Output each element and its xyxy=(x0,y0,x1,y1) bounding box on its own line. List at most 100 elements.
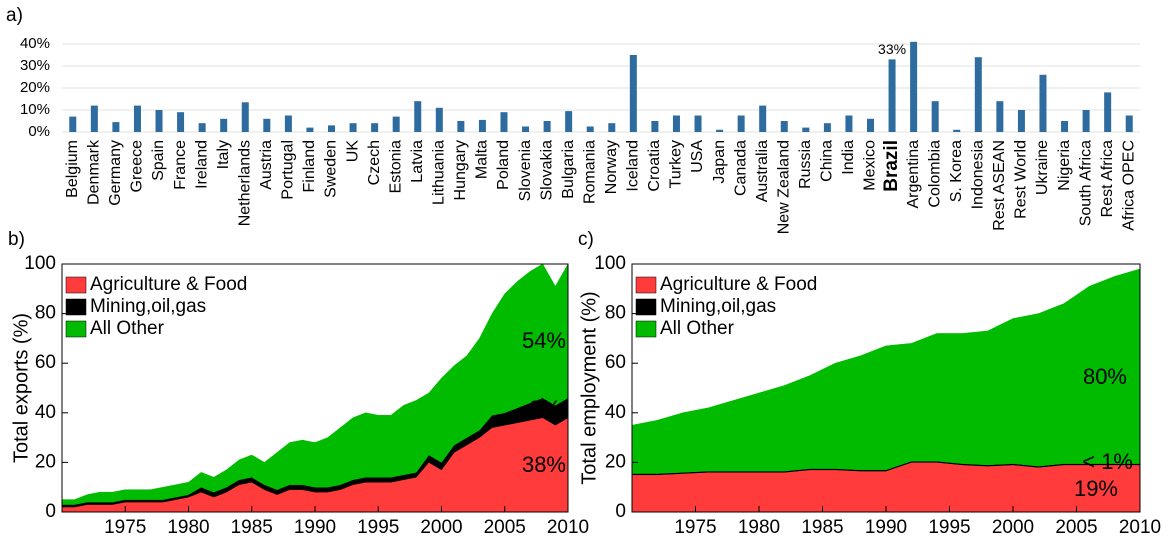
bar xyxy=(112,122,120,132)
annotation: 19% xyxy=(1074,476,1118,501)
x-tick-label: Croatia xyxy=(646,140,663,192)
x-tick-label: Estonia xyxy=(387,140,404,193)
y-tick-label: 100 xyxy=(594,253,626,274)
x-tick-label: Hungary xyxy=(452,140,469,200)
bar xyxy=(69,116,77,132)
y-tick-label: 0 xyxy=(45,501,56,522)
panel-label: b) xyxy=(8,229,25,250)
x-tick-label: Germany xyxy=(107,140,124,206)
bar xyxy=(306,127,314,132)
x-tick-label: Australia xyxy=(754,140,771,202)
bar xyxy=(565,111,573,132)
x-tick-label: Canada xyxy=(732,140,749,196)
y-tick-label: 60 xyxy=(35,352,56,373)
bar xyxy=(500,112,508,132)
bar xyxy=(1039,74,1047,132)
annotation: 54% xyxy=(522,328,566,353)
y-tick-label: 100 xyxy=(24,253,56,274)
annotation: 38% xyxy=(522,452,566,477)
bar xyxy=(478,119,486,132)
area xyxy=(62,264,568,505)
x-tick-label: 1975 xyxy=(674,517,716,537)
x-tick-label: Czech xyxy=(366,140,383,185)
bar xyxy=(737,115,745,132)
x-tick-label: Malta xyxy=(474,140,491,179)
x-tick-label: Indonesia xyxy=(970,140,987,209)
x-tick-label: 1985 xyxy=(231,517,273,537)
x-tick-label: Russia xyxy=(797,140,814,189)
y-tick-label: 0 xyxy=(615,501,626,522)
x-tick-label: Portugal xyxy=(280,140,297,200)
bar xyxy=(263,118,271,132)
x-tick-label: Mexico xyxy=(862,140,879,191)
y-tick-label: 10% xyxy=(20,101,50,118)
bar xyxy=(586,126,594,132)
y-tick-label: 20 xyxy=(35,451,56,472)
x-tick-label: S. Korea xyxy=(948,140,965,202)
bar xyxy=(867,118,874,132)
x-tick-label: Denmark xyxy=(86,139,103,205)
bar xyxy=(651,121,659,132)
x-tick-label: New Zealand xyxy=(775,140,792,234)
x-tick-label: Romania xyxy=(581,140,598,204)
bar xyxy=(349,123,357,132)
bar xyxy=(1082,110,1090,132)
bar xyxy=(629,55,637,132)
x-tick-label: Turkey xyxy=(668,140,685,188)
y-tick-label: 20% xyxy=(20,79,50,96)
x-tick-label: India xyxy=(840,140,857,175)
legend-label: Mining,oil,gas xyxy=(90,296,206,317)
x-tick-label: Brazil xyxy=(881,140,902,192)
y-tick-label: 40 xyxy=(35,402,56,423)
bar xyxy=(759,105,767,132)
bar xyxy=(953,129,961,132)
x-tick-label: South Africa xyxy=(1077,140,1094,226)
legend-swatch xyxy=(65,298,87,316)
x-tick-label: Finland xyxy=(301,140,318,192)
bar xyxy=(90,105,98,132)
x-tick-label: Ireland xyxy=(193,140,210,189)
x-tick-label: Nigeria xyxy=(1056,140,1073,191)
x-tick-label: Poland xyxy=(495,140,512,190)
bar xyxy=(1125,115,1133,132)
x-tick-label: Greece xyxy=(129,140,146,193)
x-tick-label: Rest Africa xyxy=(1099,140,1116,217)
y-tick-label: 80 xyxy=(605,303,626,324)
x-tick-label: Slovakia xyxy=(538,140,555,201)
x-tick-label: 1985 xyxy=(801,517,843,537)
bar xyxy=(845,115,853,132)
annotation: 33% xyxy=(878,41,906,57)
bar xyxy=(608,123,616,132)
plot-area xyxy=(62,264,568,512)
x-tick-label: China xyxy=(819,140,836,182)
bar xyxy=(888,59,896,132)
bar xyxy=(414,101,422,132)
x-tick-label: Belgium xyxy=(64,140,81,198)
bar xyxy=(672,115,680,132)
x-tick-label: Africa OPEC xyxy=(1120,140,1137,231)
legend-swatch xyxy=(635,320,657,338)
bar xyxy=(823,123,831,132)
bar xyxy=(974,57,982,133)
x-tick-label: Rest ASEAN xyxy=(991,140,1008,231)
y-axis-label: Total exports (%) xyxy=(10,313,32,463)
x-tick-label: 1995 xyxy=(928,517,970,537)
legend-swatch xyxy=(635,276,657,294)
x-tick-label: 2010 xyxy=(1119,517,1161,537)
bar xyxy=(1104,92,1112,132)
x-tick-label: 1990 xyxy=(865,517,907,537)
bar xyxy=(133,105,141,132)
legend-label: Agriculture & Food xyxy=(660,274,817,295)
bar xyxy=(802,127,810,132)
x-tick-label: Spain xyxy=(150,140,167,181)
x-tick-label: Argentina xyxy=(905,140,922,209)
legend-label: Mining,oil,gas xyxy=(660,296,776,317)
area xyxy=(632,268,1140,474)
legend-label: All Other xyxy=(660,318,735,339)
legend-swatch xyxy=(65,320,87,338)
x-tick-label: Netherlands xyxy=(236,140,253,226)
bar xyxy=(931,101,939,132)
bar xyxy=(780,121,788,132)
bar xyxy=(910,41,918,132)
